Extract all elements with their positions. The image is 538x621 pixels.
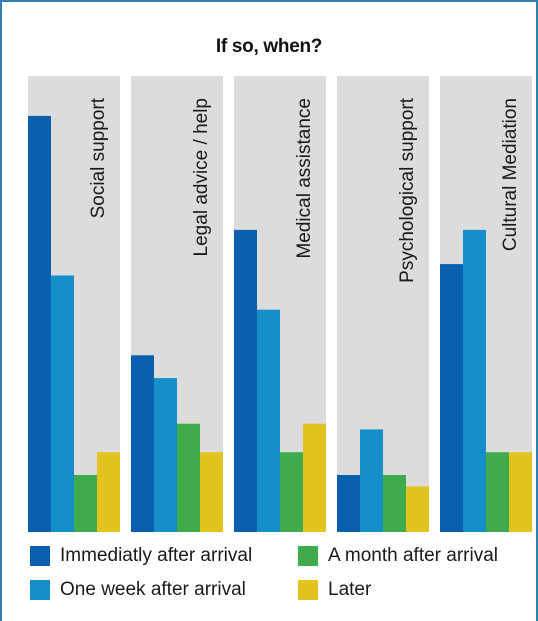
bar-psychological-support-series-0 <box>337 475 360 532</box>
bar-legal-advice-help-series-3 <box>200 452 223 532</box>
legend-item-a-month: A month after arrival <box>298 545 498 567</box>
category-label-legal-advice-help: Legal advice / help <box>191 98 212 256</box>
bar-cultural-mediation-series-1 <box>463 229 486 532</box>
legend-item-later: Later <box>298 579 371 601</box>
legend-swatch-immediately <box>30 546 50 566</box>
bar-social-support-series-2 <box>74 475 97 532</box>
bar-psychological-support-series-3 <box>406 486 429 532</box>
bar-medical-assistance-series-1 <box>257 309 280 532</box>
bar-medical-assistance-series-3 <box>303 423 326 532</box>
bar-medical-assistance-series-2 <box>280 452 303 532</box>
bar-legal-advice-help-series-2 <box>177 423 200 532</box>
category-label-cultural-mediation: Cultural Mediation <box>500 98 521 251</box>
legend-label-a-month: A month after arrival <box>328 545 499 566</box>
category-label-medical-assistance: Medical assistance <box>294 98 315 259</box>
legend-swatch-later <box>298 580 318 600</box>
bar-social-support-series-0 <box>28 115 51 533</box>
legend-label-later: Later <box>328 579 372 600</box>
legend-item-one-week: One week after arrival <box>30 579 246 601</box>
bar-psychological-support-series-2 <box>383 475 406 532</box>
bar-legal-advice-help-series-1 <box>154 378 177 532</box>
chart-title: If so, when? <box>215 36 323 57</box>
bar-social-support-series-1 <box>51 275 74 532</box>
category-label-psychological-support: Psychological support <box>397 97 418 283</box>
legend-label-one-week: One week after arrival <box>60 579 246 600</box>
bar-cultural-mediation-series-3 <box>509 452 532 532</box>
bar-legal-advice-help-series-0 <box>131 355 154 532</box>
legend-label-immediately: Immediatly after arrival <box>60 545 253 566</box>
bar-cultural-mediation-series-0 <box>440 264 463 532</box>
legend-swatch-one-week <box>30 580 50 600</box>
legend-swatch-a-month <box>298 546 318 566</box>
legend-item-immediately: Immediatly after arrival <box>30 545 252 567</box>
bar-social-support-series-3 <box>97 452 120 532</box>
bar-psychological-support-series-1 <box>360 429 383 532</box>
bar-cultural-mediation-series-2 <box>486 452 509 532</box>
bar-medical-assistance-series-0 <box>234 229 257 532</box>
category-label-social-support: Social support <box>88 97 109 218</box>
